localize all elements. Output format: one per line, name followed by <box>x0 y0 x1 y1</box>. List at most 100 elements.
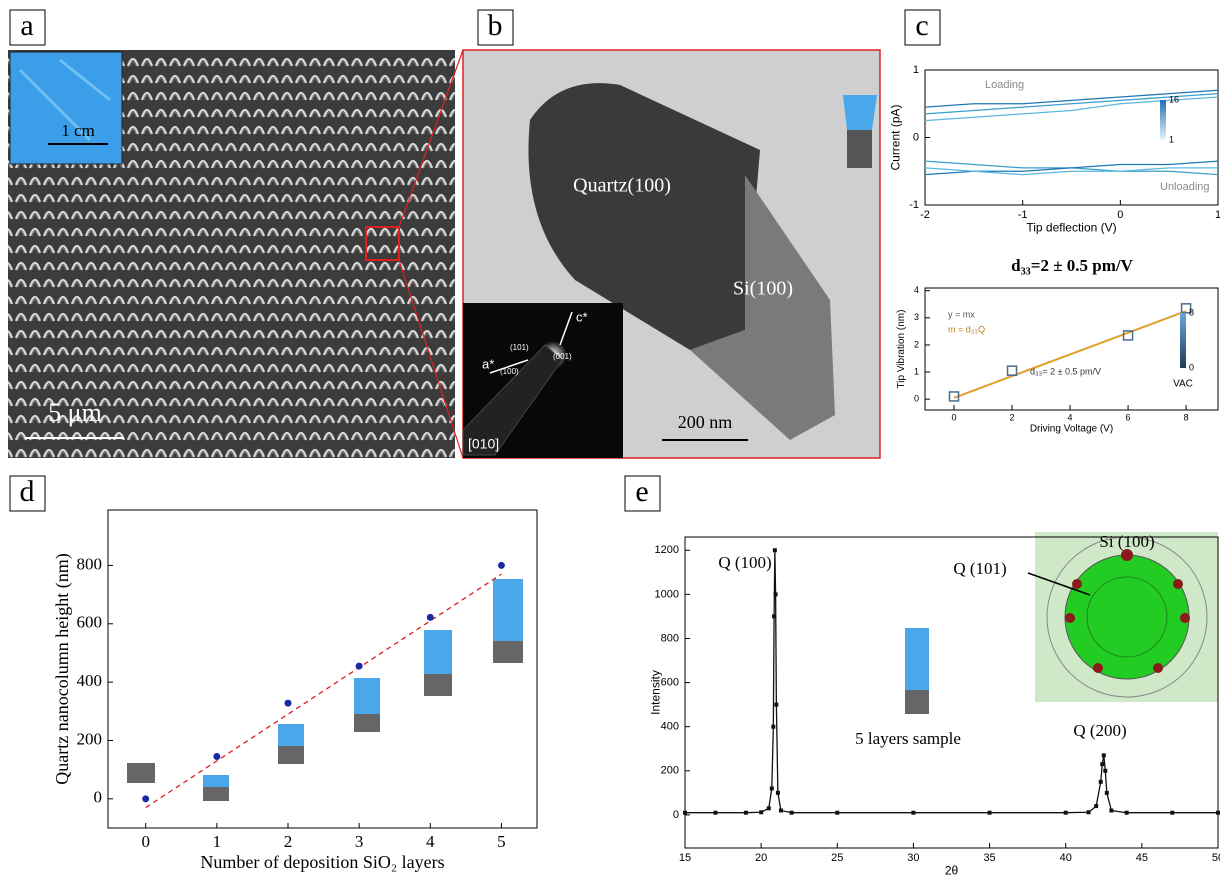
label-box <box>9 9 46 46</box>
cylinder-icon <box>847 130 872 168</box>
cylinder-icon <box>493 579 523 641</box>
data-point <box>1101 753 1106 758</box>
y-axis-label: Quartz nanocolumn height (nm) <box>52 553 73 784</box>
colorbar-label: VAC <box>1173 379 1193 390</box>
plot-frame <box>684 536 1219 849</box>
data-line <box>924 96 1219 122</box>
x-tick-label: 1 <box>1215 209 1220 221</box>
colorbar <box>1160 100 1166 140</box>
data-point <box>911 810 916 815</box>
data-point <box>1103 768 1108 773</box>
pole <box>1173 579 1183 589</box>
y-tick-label: 600 <box>661 676 679 688</box>
data-point <box>1104 790 1109 795</box>
cylinder-icon <box>203 775 229 787</box>
d-cylinders <box>127 579 523 801</box>
x-tick-label: 2 <box>284 832 293 851</box>
panel-label: a <box>20 9 33 42</box>
x-tick-label: 35 <box>983 852 995 864</box>
y-axis-label: Tip Vibration (nm) <box>896 310 907 389</box>
data-point <box>835 810 840 815</box>
c-heading: d₃₃=2 ± 0.5 pm/V <box>1011 256 1134 275</box>
data-point <box>497 561 505 569</box>
annotation: Unloading <box>1160 181 1210 193</box>
colorbar-tick-label: 1 <box>1169 134 1174 144</box>
data-point <box>1063 810 1068 815</box>
data-line <box>924 92 1219 115</box>
data-point <box>773 592 778 597</box>
annotation: Q (101) <box>953 559 1006 578</box>
x-axis-label: Driving Voltage (V) <box>1030 424 1113 435</box>
pole <box>1121 549 1133 561</box>
y-tick-label: 1 <box>913 64 919 76</box>
y-axis-label: Intensity <box>649 670 663 715</box>
data-point <box>426 613 434 621</box>
annotation: Si (100) <box>1099 532 1154 551</box>
spot-label: (101) <box>510 343 529 352</box>
data-point <box>759 810 764 815</box>
y-tick-label: 4 <box>914 285 919 295</box>
x-tick-label: 4 <box>426 832 435 851</box>
scale-label: 5 μm <box>48 398 102 427</box>
x-tick-label: 25 <box>831 852 843 864</box>
data-point <box>683 810 687 815</box>
fit-line <box>145 573 502 809</box>
data-point <box>774 702 779 707</box>
beam-stop <box>462 344 563 456</box>
x-tick-label: 8 <box>1184 412 1189 422</box>
data-point <box>1094 804 1099 809</box>
x-tick-label: 6 <box>1126 412 1131 422</box>
data-point <box>1109 808 1114 813</box>
axis-label: a* <box>482 356 494 371</box>
panel-labels: a b c d e <box>9 9 941 512</box>
data-point <box>769 786 774 791</box>
panel-a: 1 cm 5 μm <box>8 49 464 459</box>
data-point <box>1124 810 1129 815</box>
pointer <box>1027 572 1091 596</box>
label-box <box>477 9 514 46</box>
spot-label: (001) <box>553 352 572 361</box>
data-point <box>1006 365 1018 376</box>
scale-label: 1 cm <box>61 121 95 140</box>
x-axis-label: 2θ <box>945 863 959 877</box>
data-point <box>1086 810 1091 815</box>
x-tick-label: 0 <box>1117 209 1123 221</box>
x-tick-label: 5 <box>497 832 506 851</box>
colorbar <box>1180 313 1186 368</box>
x-tick-label: -1 <box>1018 209 1028 221</box>
cylinder-icon <box>203 787 229 801</box>
axis-arrows <box>489 311 573 374</box>
data-point <box>772 614 777 619</box>
data-point <box>987 810 992 815</box>
data-point <box>713 810 718 815</box>
x-tick-label: 40 <box>1060 852 1072 864</box>
data-line <box>924 89 1219 108</box>
x-tick-label: 50 <box>1212 852 1220 864</box>
panel-label: e <box>635 475 648 508</box>
data-point <box>284 699 292 707</box>
pole <box>1093 663 1103 673</box>
colorbar-tick-label: 8 <box>1189 307 1194 317</box>
spot-label: (100) <box>500 367 519 376</box>
x-tick-label: 4 <box>1068 412 1073 422</box>
colorbar-tick-label: 16 <box>1169 94 1179 104</box>
y-tick-label: 1 <box>914 366 919 376</box>
y-tick-label: 200 <box>77 729 103 748</box>
y-tick-label: 600 <box>77 613 103 632</box>
pole-figure-grid <box>1086 576 1168 658</box>
annotation: m = d₃₃Q <box>948 324 985 334</box>
data-point <box>778 808 783 813</box>
pole-figure <box>1064 554 1190 680</box>
y-tick-label: 1200 <box>655 544 679 556</box>
inset-texture <box>18 58 111 142</box>
data-point <box>1180 303 1192 314</box>
data-point <box>1170 810 1175 815</box>
y-tick-label: 200 <box>661 765 679 777</box>
label-box <box>904 9 941 46</box>
plot-frame <box>924 287 1219 411</box>
x-axis-label: Tip deflection (V) <box>1026 220 1116 234</box>
data-line <box>924 167 1218 176</box>
pole <box>1153 663 1163 673</box>
e-decor <box>905 532 1218 714</box>
